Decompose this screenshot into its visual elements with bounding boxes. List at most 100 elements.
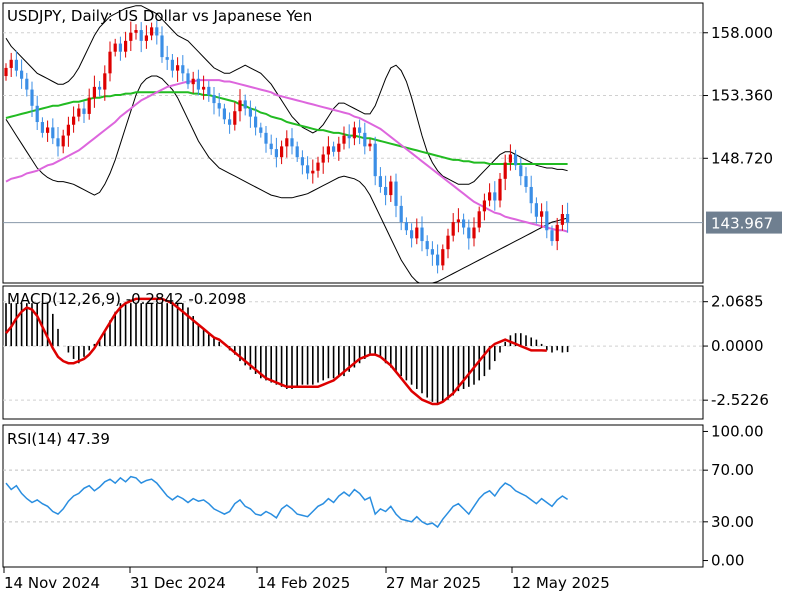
candle-body (269, 143, 273, 150)
candle-body (103, 73, 107, 90)
candle-body (482, 200, 486, 212)
candle-body (61, 135, 65, 147)
candle-body (108, 51, 112, 74)
candle-body (378, 176, 382, 187)
candle-body (212, 94, 216, 104)
candle-body (373, 143, 377, 177)
candle-body (150, 27, 154, 36)
candle-body (87, 97, 91, 114)
candle-body (82, 108, 86, 114)
price-tick-label: 153.360 (711, 87, 773, 105)
candle-body (342, 135, 346, 144)
moving-average-long-line (5, 91, 568, 165)
date-label: 14 Feb 2025 (257, 574, 350, 592)
candle-body (144, 35, 148, 41)
macd-histogram (5, 303, 569, 404)
date-label: 12 May 2025 (512, 574, 610, 592)
candle-body (66, 124, 70, 136)
candle-body (394, 181, 398, 206)
candle-body (222, 108, 226, 120)
rsi-tick-label: 0.00 (711, 552, 744, 570)
candle-body (124, 40, 128, 52)
candle-body (113, 43, 117, 52)
rsi-line (5, 475, 569, 529)
candle-body (415, 227, 419, 239)
candle-body (300, 157, 304, 166)
date-label: 31 Dec 2024 (130, 574, 226, 592)
candle-body (451, 222, 455, 236)
candle-body (285, 138, 289, 147)
candle-body (514, 154, 518, 166)
candle-body (155, 27, 159, 36)
candle-body (524, 176, 528, 187)
candle-body (540, 211, 544, 217)
candle-body (248, 108, 252, 117)
candle-body (306, 165, 310, 174)
candles (4, 20, 570, 274)
date-axis: 14 Nov 2024 31 Dec 2024 14 Feb 2025 27 Mar … (3, 567, 610, 592)
rsi-tick-label: 30.00 (711, 513, 754, 531)
candle-body (186, 73, 190, 85)
candle-body (20, 70, 24, 79)
price-axis: 158.000 153.360 148.720 143.967 (703, 24, 782, 234)
candle-body (503, 162, 507, 179)
candle-body (316, 162, 320, 171)
rsi-axis: 100.00 70.00 30.00 0.00 (703, 422, 764, 570)
candle-body (363, 132, 367, 147)
macd-axis: 2.0685 0.0000 -2.5226 (703, 293, 769, 409)
candle-body (311, 170, 315, 174)
candle-body (472, 227, 476, 239)
candle-body (139, 30, 143, 41)
candle-body (72, 116, 76, 125)
candle-body (462, 219, 466, 228)
candle-body (207, 86, 211, 95)
price-pane (2, 2, 704, 284)
price-chart-title: USDJPY, Daily: US Dollar vs Japanese Yen (7, 7, 312, 25)
candle-body (477, 211, 481, 228)
candle-body (326, 146, 330, 155)
candle-body (30, 89, 34, 106)
macd-signal-line (5, 297, 547, 406)
candle-body (92, 86, 96, 98)
candle-body (202, 86, 206, 90)
candle-body (529, 186, 533, 204)
candle-body (165, 57, 169, 60)
candle-body (134, 30, 138, 33)
candle-body (441, 249, 445, 266)
bollinger-lower-line (5, 75, 568, 283)
candle-body (566, 214, 570, 223)
rsi-pane (2, 424, 704, 568)
rsi-tick-label: 70.00 (711, 461, 754, 479)
candle-body (280, 146, 284, 158)
candle-body (46, 127, 50, 133)
current-price-label: 143.967 (711, 215, 773, 233)
candle-body (420, 227, 424, 242)
candle-body (259, 127, 263, 133)
candle-body (196, 78, 200, 90)
candle-body (77, 108, 81, 117)
candle-body (436, 254, 440, 266)
candle-body (358, 127, 362, 133)
candle-body (14, 59, 18, 71)
candle-body (274, 149, 278, 158)
candle-body (446, 235, 450, 250)
candle-body (290, 138, 294, 147)
candle-body (98, 86, 102, 90)
candle-body (264, 132, 268, 144)
date-label: 14 Nov 2024 (4, 574, 100, 592)
date-label: 27 Mar 2025 (386, 574, 481, 592)
price-tick-label: 158.000 (711, 24, 773, 42)
candle-body (508, 154, 512, 163)
rsi-grid (3, 469, 703, 523)
candle-body (191, 78, 195, 85)
candle-body (337, 143, 341, 152)
candle-body (129, 32, 133, 41)
candle-body (560, 214, 564, 225)
candle-body (35, 105, 39, 123)
candle-body (545, 211, 549, 231)
candle-body (493, 192, 497, 201)
current-price-box (706, 211, 782, 234)
rsi-polyline (5, 475, 569, 529)
candle-body (228, 119, 232, 125)
candle-body (332, 146, 336, 152)
